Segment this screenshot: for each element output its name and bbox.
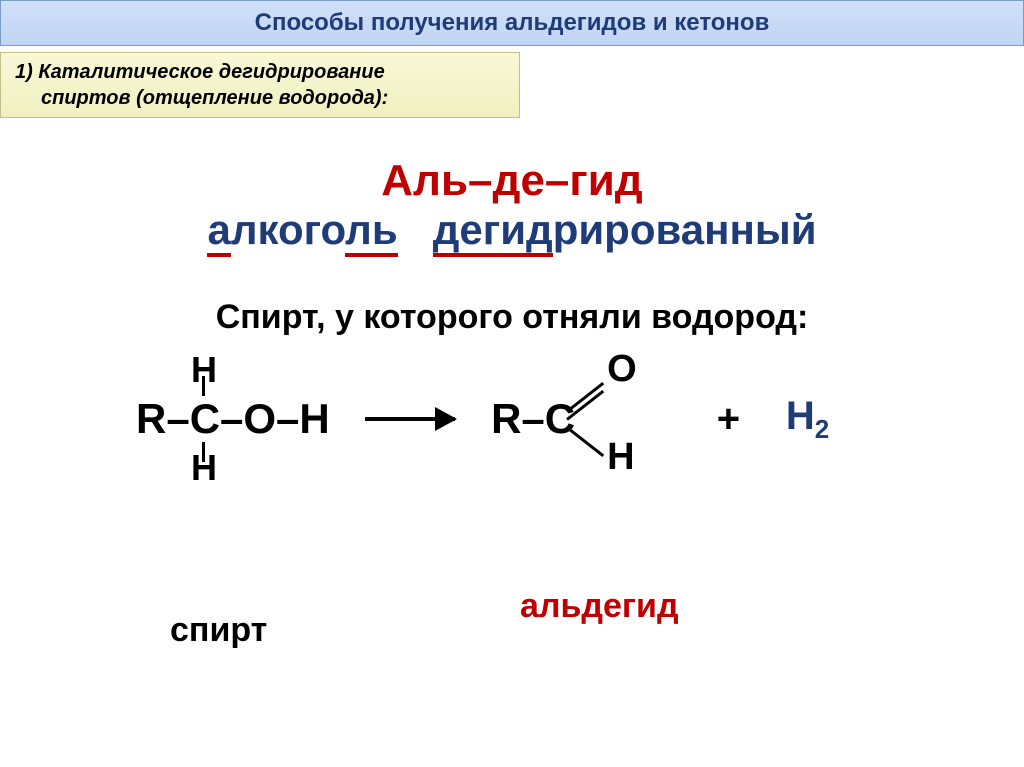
reaction-arrow-icon: [365, 417, 455, 421]
plus-sign: +: [717, 399, 740, 439]
h2-H: H: [786, 394, 815, 438]
etymology-rest: рированный: [553, 206, 817, 253]
alcohol-structure: H R–C–O–H H: [136, 398, 330, 440]
aldehyde-core: R–C: [491, 395, 575, 442]
method-box: 1) Каталитическое дегидрирование спиртов…: [0, 52, 520, 118]
title-bar: Способы получения альдегидов и кетонов: [0, 0, 1024, 46]
etymology-words: алкоголь дегидрированный: [0, 206, 1024, 254]
alcohol-H-bottom: H: [191, 450, 217, 486]
reaction-diagram: H R–C–O–H H R–C O H + H2: [0, 365, 1024, 595]
etymology-syllables: Аль–де–гид: [0, 156, 1024, 206]
etymology-mid1: лкого: [231, 206, 345, 253]
aldehyde-H: H: [607, 438, 634, 476]
h2-sub: 2: [815, 414, 829, 444]
label-alcohol: спирт: [170, 611, 267, 650]
etymology-gap: [398, 206, 433, 253]
h2-molecule: H2: [786, 396, 829, 442]
label-aldehyde: альдегид: [520, 587, 679, 626]
alcohol-core: R–C–O–H: [136, 395, 330, 442]
bond-vertical-top: [202, 376, 205, 396]
caption: Спирт, у которого отняли водород:: [0, 298, 1024, 337]
title-text: Способы получения альдегидов и кетонов: [255, 9, 770, 36]
method-line1: 1) Каталитическое дегидрирование: [15, 59, 505, 85]
aldehyde-O: O: [607, 350, 637, 388]
etymology-u1: а: [207, 206, 230, 257]
etymology-u3: дегид: [433, 206, 553, 257]
reaction-row: H R–C–O–H H R–C O H + H2: [136, 395, 829, 442]
method-line2: спиртов (отщепление водорода):: [15, 85, 505, 111]
aldehyde-structure: R–C O H: [491, 398, 575, 440]
etymology-u2: ль: [345, 206, 398, 257]
etymology-block: Аль–де–гид алкоголь дегидрированный: [0, 156, 1024, 254]
